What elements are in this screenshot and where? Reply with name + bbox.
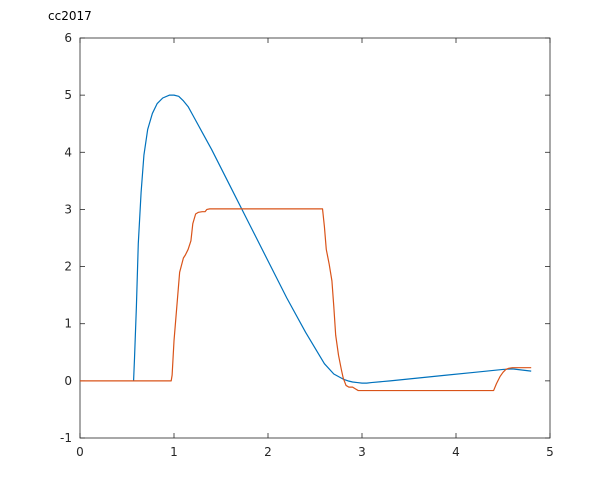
chart-title: cc2017 (48, 9, 92, 23)
y-tick-label: -1 (60, 431, 72, 445)
y-tick-label: 0 (64, 374, 72, 388)
x-tick-label: 0 (76, 445, 84, 459)
y-tick-label: 4 (64, 145, 72, 159)
x-tick-label: 4 (452, 445, 460, 459)
y-tick-label: 6 (64, 31, 72, 45)
x-tick-label: 2 (264, 445, 272, 459)
axis-ticks: 0 1 2 3 4 5 -1 0 1 2 3 4 5 6 (60, 31, 554, 459)
plot-area (79, 37, 551, 439)
series-line-1 (132, 94, 532, 384)
x-tick-label: 5 (546, 445, 554, 459)
y-tick-label: 1 (64, 317, 72, 331)
series-line-2 (80, 208, 532, 392)
data-series (80, 94, 532, 392)
y-tick-label: 3 (64, 202, 72, 216)
y-tick-label: 5 (64, 88, 72, 102)
x-tick-label: 1 (170, 445, 178, 459)
y-tick-label: 2 (64, 260, 72, 274)
x-tick-label: 3 (358, 445, 366, 459)
